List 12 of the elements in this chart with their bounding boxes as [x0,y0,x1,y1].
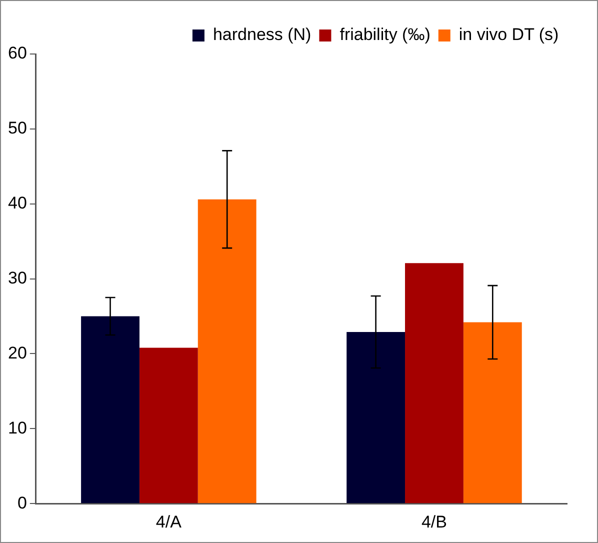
legend-label: hardness (N) [212,25,312,44]
legend-label: friability (‰) [340,25,430,44]
y-tick-label: 50 [8,118,27,138]
x-tick-label: 4/B [421,512,447,532]
y-tick-label: 20 [8,343,27,362]
x-tick-label: 4/A [156,512,182,532]
y-tick-label: 60 [8,44,27,63]
y-tick-label: 10 [8,418,27,438]
y-tick-label: 30 [8,268,27,288]
legend-label: in vivo DT (s) [458,25,559,44]
y-tick-label: 0 [17,493,27,512]
y-tick-label: 40 [8,194,27,213]
